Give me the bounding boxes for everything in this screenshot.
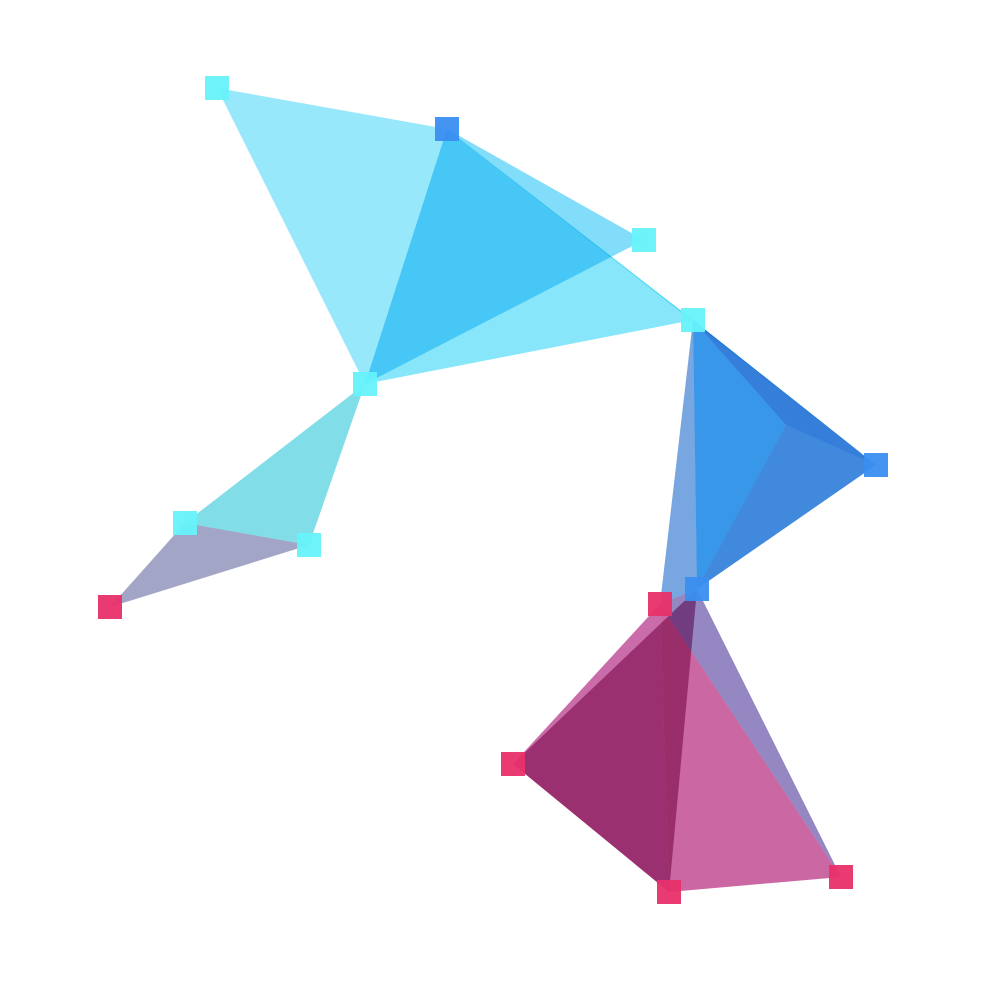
node-marker — [829, 865, 853, 889]
mesh-face — [185, 384, 365, 545]
node-marker — [435, 117, 459, 141]
mesh-face — [217, 88, 447, 384]
mesh-faces — [110, 88, 876, 892]
mesh-face — [693, 320, 786, 589]
node-marker — [353, 372, 377, 396]
node-marker — [648, 592, 672, 616]
node-marker — [681, 308, 705, 332]
mesh-face — [660, 320, 697, 604]
node-marker — [657, 880, 681, 904]
mesh-face — [513, 589, 697, 892]
node-marker — [632, 228, 656, 252]
mesh-face — [660, 589, 841, 877]
node-marker — [205, 76, 229, 100]
mesh-face — [660, 604, 841, 892]
node-marker — [98, 595, 122, 619]
node-marker — [501, 752, 525, 776]
node-marker — [297, 533, 321, 557]
mesh-face — [365, 129, 693, 384]
node-marker — [173, 511, 197, 535]
node-marker — [685, 577, 709, 601]
mesh-face — [697, 425, 876, 589]
mesh-face — [693, 320, 876, 465]
mesh-face — [110, 523, 309, 607]
mesh-nodes — [98, 76, 888, 904]
node-marker — [864, 453, 888, 477]
